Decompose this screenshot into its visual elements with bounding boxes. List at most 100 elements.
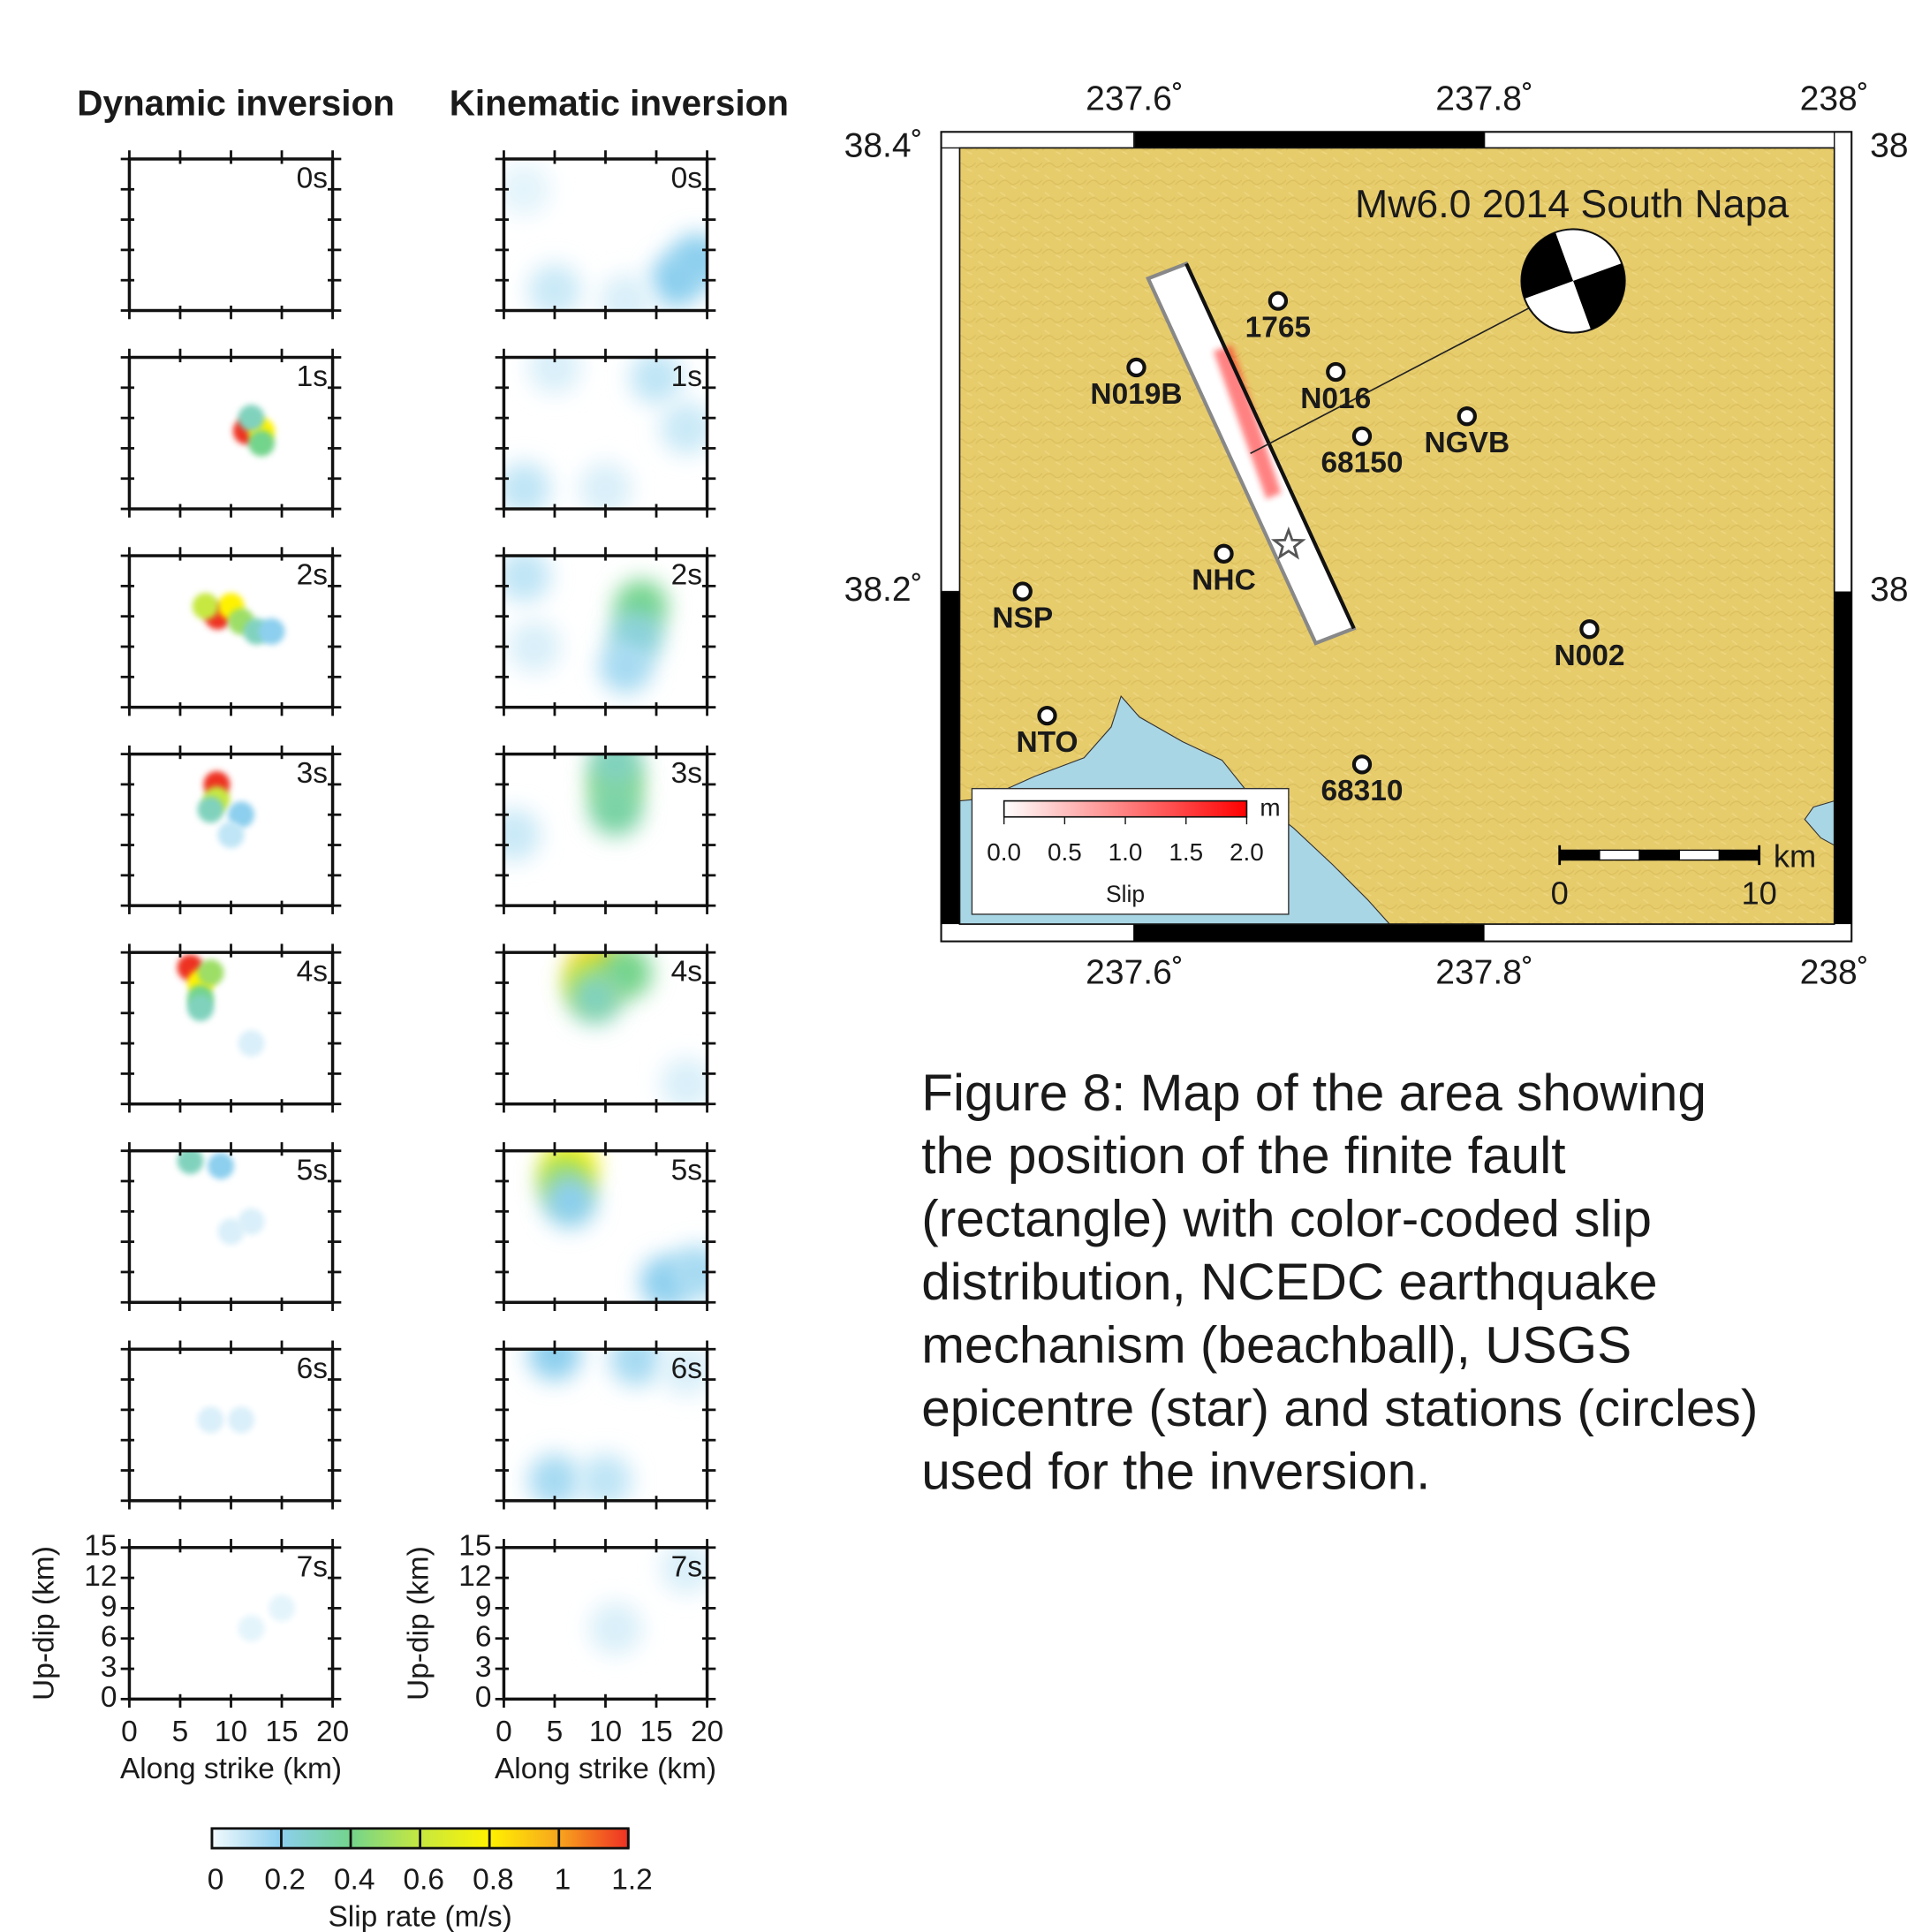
time-label: 5s bbox=[297, 1154, 328, 1186]
x-tick-label: 5 bbox=[172, 1716, 189, 1748]
slip-rate-patch bbox=[543, 1175, 596, 1228]
x-tick-label: 5 bbox=[547, 1716, 564, 1748]
time-label: 2s bbox=[297, 559, 328, 592]
slip-rate-patch bbox=[259, 618, 285, 645]
x-axis-label: Along strike (km) bbox=[120, 1753, 342, 1785]
lon-label: 237.8˚ bbox=[1435, 954, 1533, 992]
scale-bar-segment bbox=[1560, 850, 1600, 860]
time-label: 6s bbox=[297, 1352, 328, 1385]
x-tick-label: 15 bbox=[265, 1716, 298, 1748]
figure: Mw6.0 2014 South Napa Dynamic inversion 0… bbox=[0, 0, 1907, 1932]
slip-rate-patch bbox=[498, 462, 551, 515]
time-label: 0s bbox=[671, 163, 702, 195]
slip-rate-patch bbox=[609, 1333, 662, 1386]
slip-rate-patch bbox=[238, 1208, 265, 1235]
slip-rate-patch bbox=[198, 959, 224, 986]
y-tick-label: 6 bbox=[101, 1621, 117, 1654]
frame-bar bbox=[942, 592, 960, 925]
scale-unit: km bbox=[1774, 838, 1816, 875]
y-tick-label: 6 bbox=[475, 1621, 492, 1654]
slip-rate-patch bbox=[589, 784, 642, 837]
x-tick-label: 15 bbox=[639, 1716, 672, 1748]
caption-line: epicentre (star) and stations (circles) bbox=[921, 1380, 1758, 1437]
colorbar-tick-label: 1 bbox=[555, 1864, 571, 1897]
y-axis-label: Up-dip (km) bbox=[402, 1546, 435, 1701]
station bbox=[1039, 708, 1055, 724]
slip-tick-label: 2.0 bbox=[1230, 838, 1264, 866]
station bbox=[1015, 583, 1031, 599]
slip-rate-patch bbox=[208, 1153, 234, 1179]
scale-tick-label: 10 bbox=[1741, 875, 1776, 912]
lon-label: 237.8˚ bbox=[1435, 80, 1533, 118]
map: Mw6.0 2014 South Napa bbox=[942, 132, 1852, 941]
slip-rate-patch bbox=[238, 1030, 265, 1057]
page: Figure 8 – South Napa { "figure": { "col… bbox=[0, 0, 1907, 1932]
slip-tick-label: 1.0 bbox=[1109, 838, 1143, 866]
y-tick-label: 15 bbox=[84, 1530, 117, 1563]
time-label: 1s bbox=[297, 360, 328, 393]
x-axis-label: Along strike (km) bbox=[495, 1753, 716, 1785]
slip-rate-patch bbox=[498, 549, 551, 602]
slip-rate-patch bbox=[238, 405, 265, 431]
station-label: N019B bbox=[1090, 378, 1182, 411]
slip-rate-patch bbox=[228, 1406, 254, 1433]
colorbar-tick-label: 0.8 bbox=[473, 1864, 514, 1897]
y-tick-label: 0 bbox=[101, 1681, 117, 1714]
time-label: 6s bbox=[671, 1352, 702, 1385]
colorbar-tick-label: 0.6 bbox=[404, 1864, 445, 1897]
slip-rate-patch bbox=[193, 593, 219, 619]
slip-rate-patch bbox=[670, 233, 723, 286]
station bbox=[1354, 756, 1370, 772]
x-tick-label: 20 bbox=[316, 1716, 349, 1748]
lat-label: 38.2˚ bbox=[844, 571, 923, 609]
station-label: NTO bbox=[1016, 726, 1078, 759]
slip-rate-patch bbox=[589, 738, 642, 791]
caption-line: (rectangle) with color-coded slip bbox=[921, 1191, 1652, 1248]
lon-label: 237.6˚ bbox=[1086, 954, 1184, 992]
slip-rate-patch bbox=[187, 995, 214, 1021]
frame-bar bbox=[1835, 592, 1852, 925]
slip-tick-label: 1.5 bbox=[1169, 838, 1203, 866]
station-label: 1765 bbox=[1245, 312, 1311, 345]
scale-bar-segment bbox=[1639, 850, 1679, 860]
time-label: 1s bbox=[671, 360, 702, 393]
column-title: Kinematic inversion bbox=[450, 83, 789, 124]
slip-rate-patch bbox=[488, 808, 541, 861]
station bbox=[1270, 293, 1286, 309]
time-label: 4s bbox=[671, 956, 702, 989]
station bbox=[1354, 428, 1370, 444]
y-axis-label: Up-dip (km) bbox=[27, 1546, 60, 1701]
time-label: 3s bbox=[671, 757, 702, 790]
slip-unit: m bbox=[1260, 794, 1280, 822]
slip-rate-patch bbox=[528, 1328, 581, 1381]
scale-bar-segment bbox=[1679, 850, 1719, 860]
beachball bbox=[1521, 229, 1624, 332]
y-tick-label: 9 bbox=[475, 1590, 492, 1623]
lon-label: 237.6˚ bbox=[1086, 80, 1184, 118]
time-label: 0s bbox=[297, 163, 328, 195]
column-title: Dynamic inversion bbox=[77, 83, 395, 124]
y-tick-label: 12 bbox=[84, 1560, 117, 1593]
slip-label: Slip bbox=[1106, 881, 1145, 907]
lat-label: 38.4˚ bbox=[1870, 127, 1907, 165]
caption-line: distribution, NCEDC earthquake bbox=[921, 1254, 1657, 1311]
x-tick-label: 0 bbox=[121, 1716, 138, 1748]
slip-rate-patch bbox=[269, 1595, 295, 1621]
scale-bar-segment bbox=[1719, 850, 1759, 860]
station bbox=[1459, 408, 1475, 424]
station-label: NHC bbox=[1192, 564, 1256, 597]
time-label: 7s bbox=[297, 1550, 328, 1583]
colorbar-label: Slip rate (m/s) bbox=[328, 1900, 511, 1932]
y-tick-label: 0 bbox=[475, 1681, 492, 1714]
x-tick-label: 10 bbox=[589, 1716, 622, 1748]
lat-label: 38.4˚ bbox=[844, 127, 923, 165]
slip-tick-label: 0.5 bbox=[1048, 838, 1082, 866]
caption-line: the position of the finite fault bbox=[921, 1127, 1565, 1185]
colorbar-tick-label: 0.4 bbox=[334, 1864, 375, 1897]
map-title: Mw6.0 2014 South Napa bbox=[1355, 183, 1789, 226]
scale-bar-segment bbox=[1600, 850, 1639, 860]
time-label: 4s bbox=[297, 956, 328, 989]
slip-rate-patch bbox=[661, 402, 714, 455]
slip-rate-patch bbox=[198, 1406, 224, 1433]
y-tick-label: 9 bbox=[101, 1590, 117, 1623]
